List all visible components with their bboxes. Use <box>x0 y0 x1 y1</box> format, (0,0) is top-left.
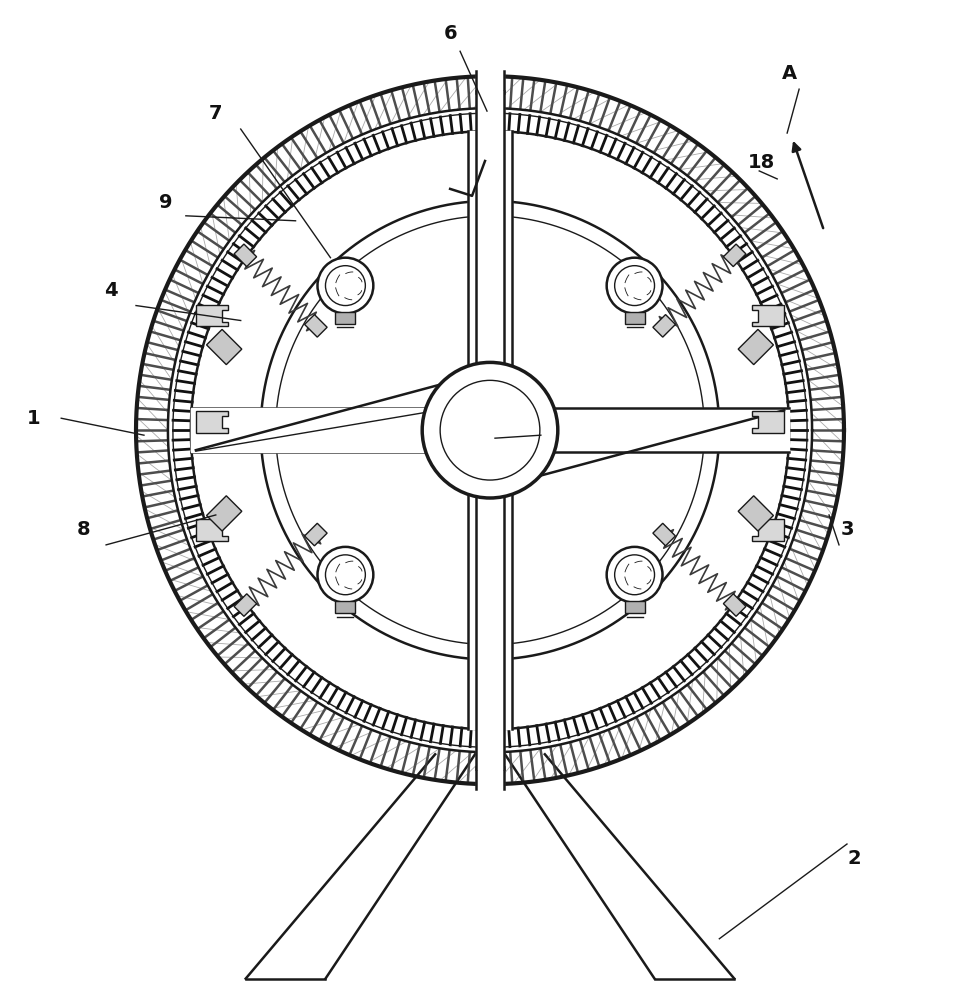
Circle shape <box>607 258 662 314</box>
Text: 4: 4 <box>104 281 118 300</box>
Polygon shape <box>476 71 504 93</box>
Polygon shape <box>207 329 242 365</box>
Text: 8: 8 <box>76 520 90 539</box>
Bar <box>335 312 356 324</box>
Polygon shape <box>723 244 746 267</box>
Polygon shape <box>468 131 512 729</box>
Circle shape <box>422 362 558 498</box>
Circle shape <box>614 555 655 595</box>
Bar <box>624 312 645 324</box>
Text: 6: 6 <box>443 24 457 43</box>
Polygon shape <box>207 496 242 531</box>
Text: 9: 9 <box>159 193 172 212</box>
Circle shape <box>325 266 366 306</box>
Circle shape <box>318 547 373 603</box>
Polygon shape <box>196 305 227 326</box>
Circle shape <box>318 258 373 314</box>
Text: 18: 18 <box>748 153 775 172</box>
Polygon shape <box>234 594 257 616</box>
Polygon shape <box>191 408 789 452</box>
Polygon shape <box>738 496 773 531</box>
Bar <box>624 601 645 613</box>
Polygon shape <box>653 315 675 337</box>
Polygon shape <box>753 519 784 541</box>
Text: 2: 2 <box>847 849 860 868</box>
Polygon shape <box>738 329 773 365</box>
Text: 3: 3 <box>840 520 854 539</box>
Polygon shape <box>476 91 504 769</box>
Polygon shape <box>196 519 227 541</box>
Polygon shape <box>234 244 257 267</box>
Bar <box>335 601 356 613</box>
Circle shape <box>325 555 366 595</box>
Circle shape <box>614 266 655 306</box>
Polygon shape <box>753 305 784 326</box>
Polygon shape <box>246 754 475 979</box>
Circle shape <box>440 380 540 480</box>
Text: 7: 7 <box>209 104 222 123</box>
Polygon shape <box>191 386 460 452</box>
Polygon shape <box>196 411 227 433</box>
Polygon shape <box>476 767 504 789</box>
Polygon shape <box>723 594 746 616</box>
Polygon shape <box>305 523 327 546</box>
Polygon shape <box>653 523 675 546</box>
Circle shape <box>607 547 662 603</box>
Text: 1: 1 <box>26 409 40 428</box>
Polygon shape <box>305 315 327 337</box>
Polygon shape <box>505 754 734 979</box>
Polygon shape <box>753 411 784 433</box>
Text: A: A <box>782 64 797 83</box>
